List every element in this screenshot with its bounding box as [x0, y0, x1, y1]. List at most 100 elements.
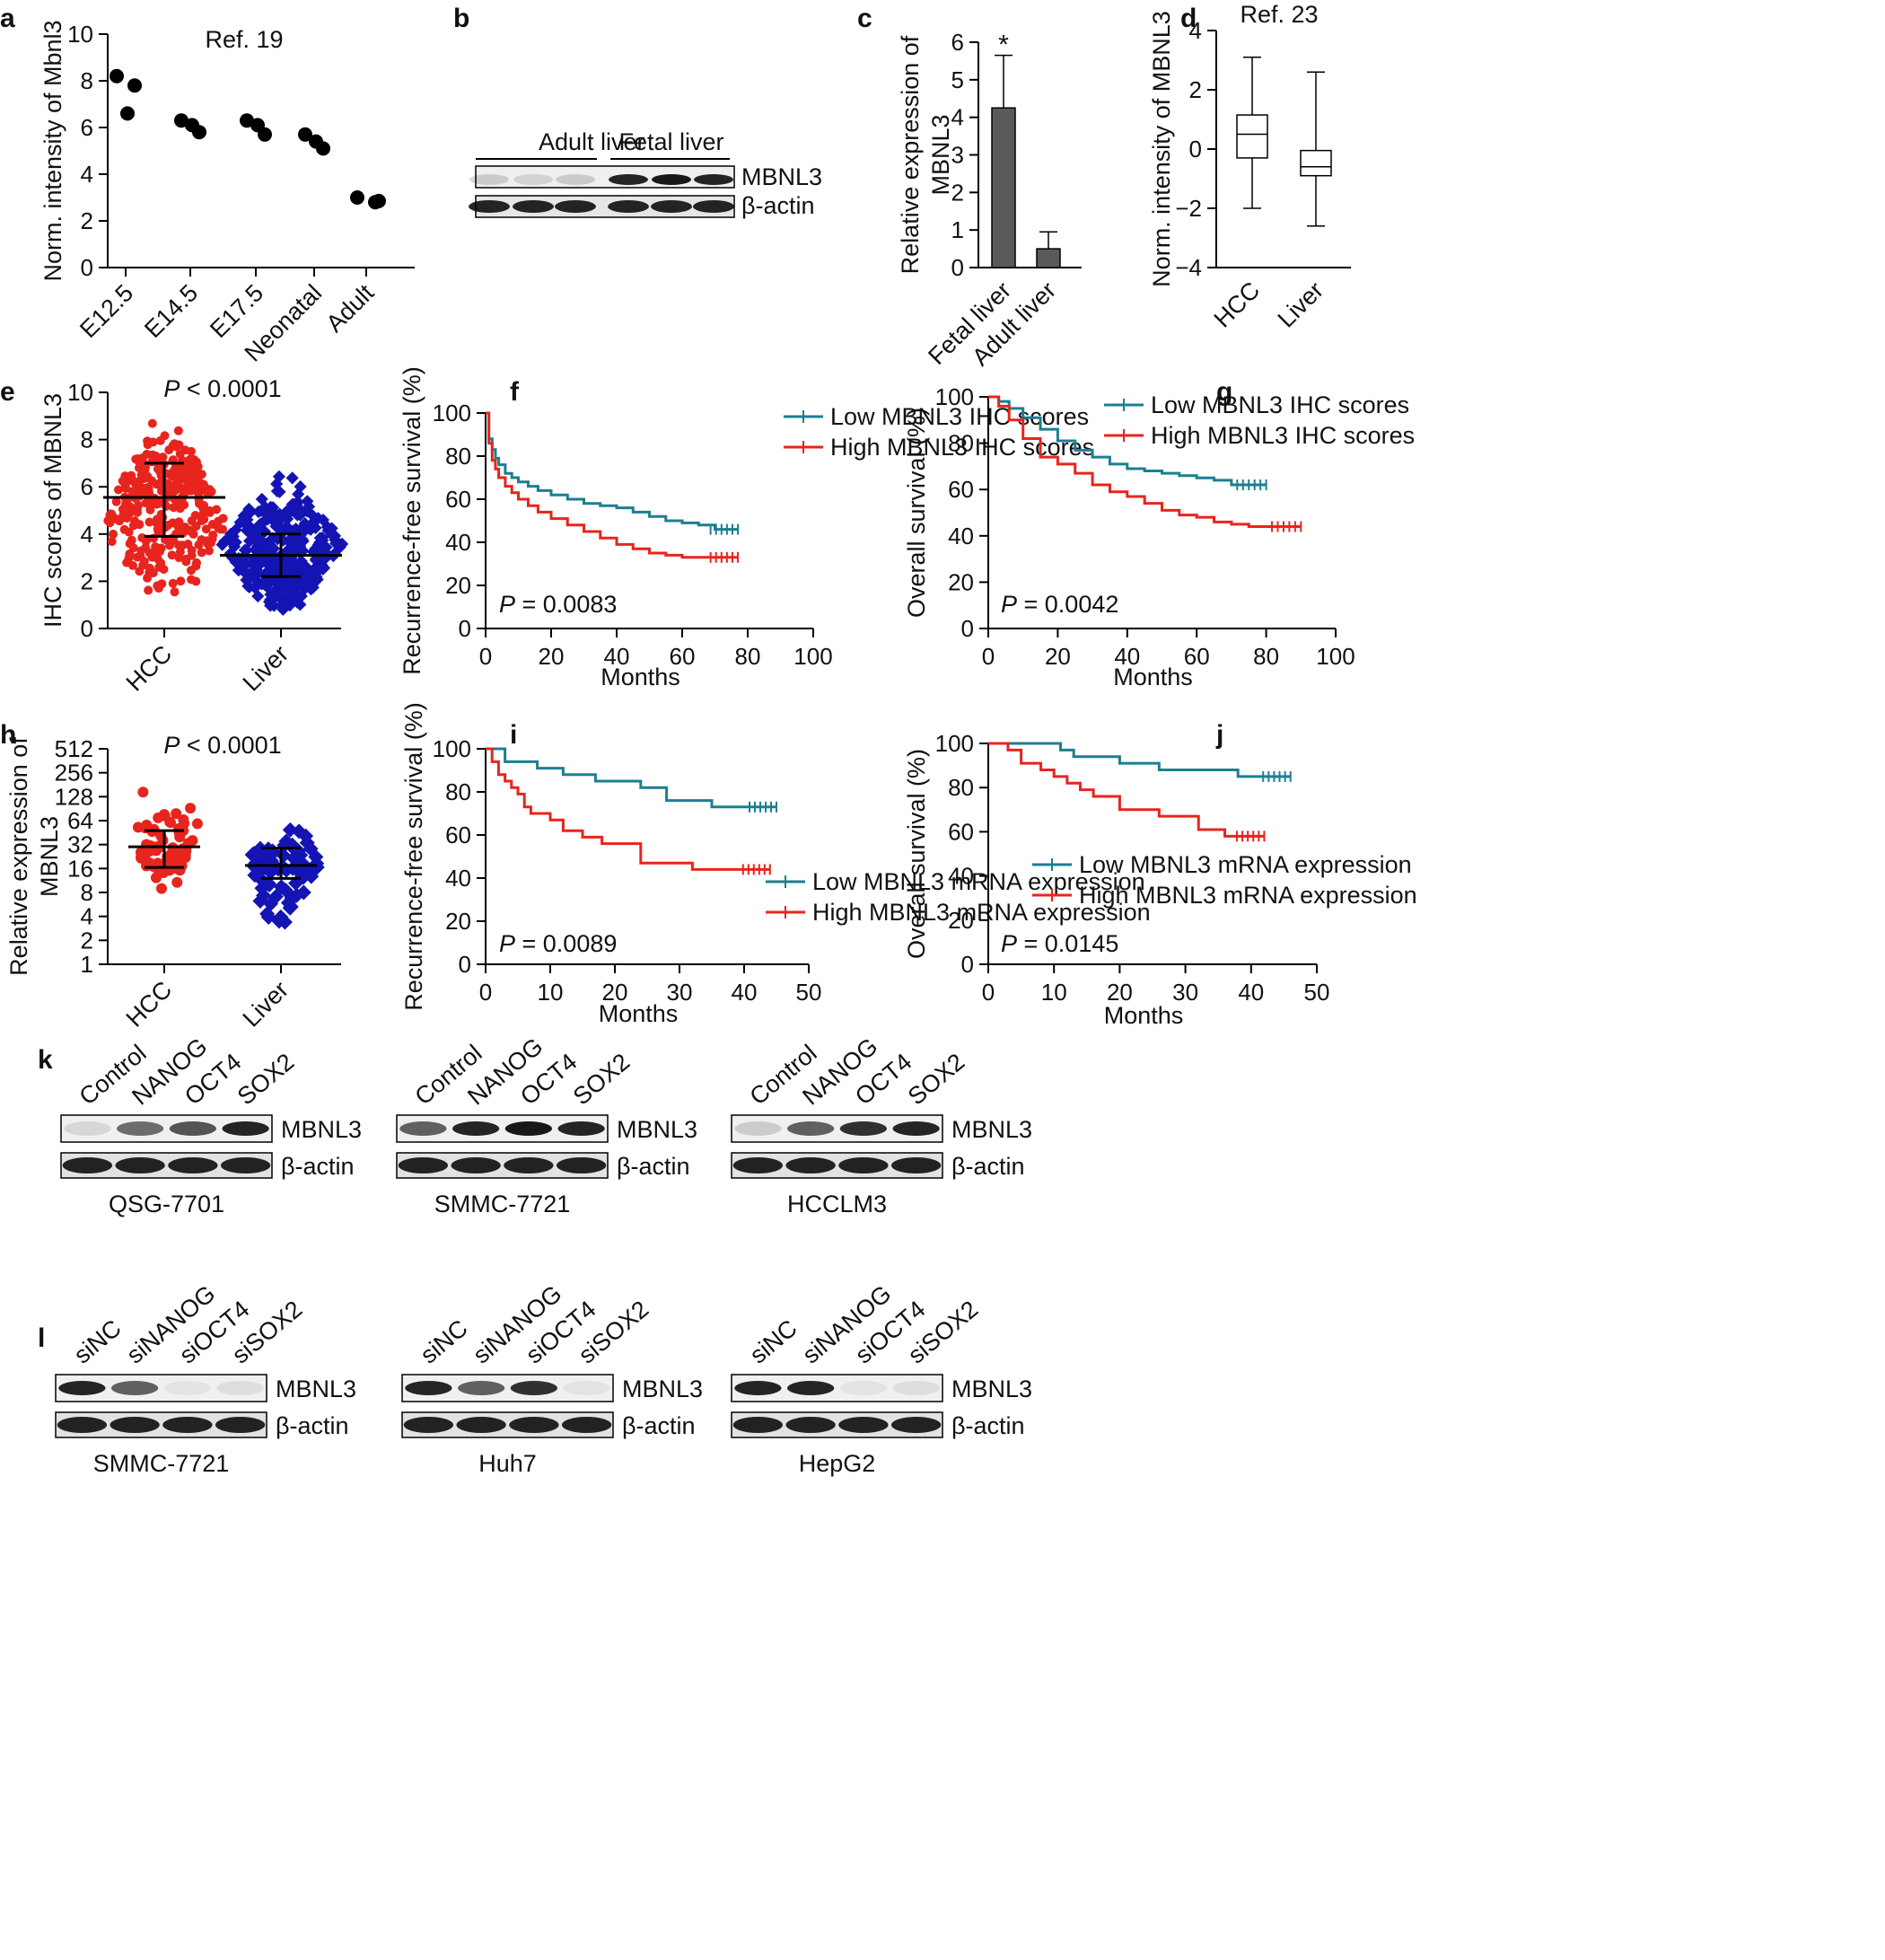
data-point — [129, 476, 139, 486]
x-tick-label: 30 — [667, 979, 693, 1006]
blot-band — [732, 1157, 784, 1173]
category-label: HCC — [121, 976, 178, 1033]
blot-group-label: Adult liver — [539, 128, 645, 155]
blot-band-label: MBNL3 — [951, 1376, 1032, 1402]
data-point — [125, 509, 135, 519]
data-point — [115, 516, 125, 526]
y-axis-title: Relative expression of MBNL3 — [897, 35, 954, 274]
data-point — [292, 865, 308, 881]
blot-band — [694, 174, 733, 185]
x-axis-title: Months — [1104, 1002, 1184, 1029]
panel-l: l siNCsiNANOGsiOCT4siSOX2MBNL3β-actinSMMC… — [38, 1279, 1032, 1477]
x-tick-label: 10 — [538, 979, 564, 1006]
data-point — [218, 534, 232, 549]
data-point — [273, 909, 289, 925]
data-point — [130, 516, 140, 526]
data-point — [310, 554, 323, 567]
data-point — [143, 471, 153, 481]
legend-label: High MBNL3 mRNA expression — [1079, 882, 1417, 909]
data-point — [310, 513, 324, 526]
blot-band — [57, 1417, 108, 1433]
blot-band — [162, 1417, 213, 1433]
data-point — [168, 535, 178, 545]
blot-band — [509, 1417, 559, 1433]
data-point — [245, 557, 259, 570]
data-point — [164, 445, 174, 455]
blot-band — [839, 1121, 887, 1136]
y-tick-label: 60 — [948, 476, 974, 503]
lane-label: siNC — [69, 1314, 127, 1369]
bar — [991, 107, 1016, 268]
data-point — [229, 535, 242, 549]
data-point — [175, 547, 185, 557]
data-point — [145, 563, 154, 573]
x-tick-label: 100 — [793, 643, 832, 670]
blot-band — [890, 1157, 942, 1173]
data-point — [147, 418, 157, 428]
x-tick-label: 20 — [1045, 643, 1071, 670]
data-point — [159, 810, 171, 822]
x-tick-label: 0 — [982, 979, 995, 1006]
data-point — [372, 193, 386, 208]
data-point — [137, 787, 149, 798]
category-label: E14.5 — [139, 279, 203, 343]
blot-band — [557, 1121, 605, 1136]
data-point — [158, 453, 168, 462]
y-tick-label: 0 — [961, 615, 974, 642]
data-point — [167, 846, 179, 857]
data-point — [298, 582, 311, 596]
category-label: Liver — [238, 976, 294, 1033]
y-axis-title: Recurrence-free survival (%) — [400, 702, 427, 1011]
p-value-text: = 0.0083 — [515, 591, 617, 618]
data-point — [113, 485, 123, 495]
y-tick-label: 60 — [948, 818, 974, 845]
data-point — [179, 846, 190, 857]
data-point — [278, 833, 294, 849]
x-axis-title: Months — [599, 1000, 679, 1027]
blot-band-label: MBNL3 — [951, 1116, 1032, 1143]
data-point — [309, 134, 323, 149]
y-tick-label: 256 — [55, 760, 93, 787]
cell-line-label: SMMC-7721 — [93, 1450, 230, 1477]
x-tick-label: 100 — [1316, 643, 1355, 670]
y-axis-title-line: Relative expression of — [897, 35, 924, 274]
data-point — [173, 474, 183, 484]
y-tick-label: 2 — [81, 567, 93, 594]
data-point — [174, 113, 188, 128]
y-tick-label: 20 — [948, 568, 974, 595]
data-point — [127, 78, 142, 93]
data-point — [246, 846, 262, 862]
y-tick-label: 4 — [1189, 17, 1202, 44]
panel-letter-a: a — [0, 4, 15, 33]
bar — [1036, 248, 1061, 268]
y-tick-label: 32 — [67, 831, 93, 858]
blot-band — [609, 174, 648, 185]
x-tick-label: 80 — [735, 643, 761, 670]
blot-band-label: β-actin — [622, 1412, 696, 1439]
chart-title: Ref. 23 — [1240, 1, 1318, 28]
data-point — [119, 524, 129, 534]
y-tick-label: −4 — [1175, 254, 1202, 281]
data-point — [191, 558, 201, 567]
panel-k: k ControlNANOGOCT4SOX2MBNL3β-actinQSG-770… — [38, 1033, 1032, 1217]
data-point — [282, 900, 298, 916]
data-point — [285, 533, 298, 547]
data-point — [248, 855, 264, 871]
y-tick-label: 4 — [951, 104, 964, 131]
cell-line-label: HCCLM3 — [787, 1191, 887, 1217]
y-tick-label: 5 — [951, 66, 964, 93]
data-point — [250, 118, 265, 133]
blot-band — [513, 174, 553, 185]
x-tick-label: 60 — [670, 643, 696, 670]
data-point — [204, 506, 214, 516]
blot-group-label: Fetal liver — [618, 128, 723, 155]
data-point — [197, 535, 206, 545]
survival-curve — [486, 747, 776, 809]
data-point — [176, 463, 186, 473]
data-point — [189, 470, 199, 479]
y-tick-label: 100 — [935, 730, 974, 757]
data-point — [143, 440, 153, 450]
